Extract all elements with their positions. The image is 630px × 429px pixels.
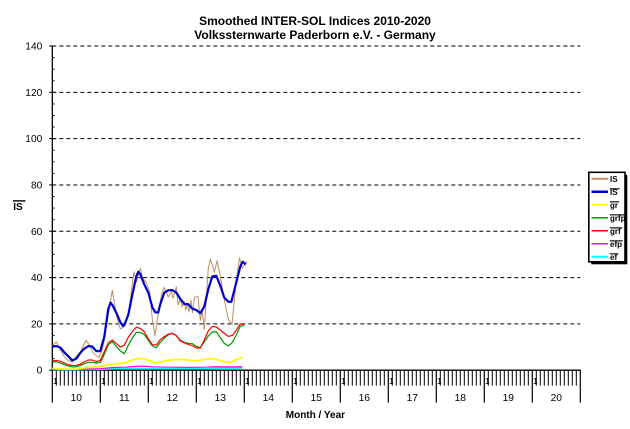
- svg-text:ef: ef: [610, 253, 617, 262]
- svg-text:18: 18: [455, 393, 467, 404]
- svg-text:40: 40: [31, 273, 43, 284]
- svg-text:1: 1: [533, 376, 538, 386]
- svg-text:100: 100: [25, 134, 42, 145]
- svg-text:12: 12: [167, 393, 179, 404]
- svg-text:20: 20: [551, 393, 563, 404]
- svg-text:1: 1: [485, 376, 490, 386]
- svg-text:1: 1: [389, 376, 394, 386]
- svg-text:15: 15: [311, 393, 323, 404]
- svg-text:grf: grf: [610, 227, 621, 236]
- svg-text:19: 19: [503, 393, 515, 404]
- svg-text:IS: IS: [13, 202, 23, 213]
- svg-text:Volkssternwarte Paderborn e.V.: Volkssternwarte Paderborn e.V. - Germany: [194, 28, 436, 42]
- svg-text:120: 120: [25, 88, 42, 99]
- svg-text:10: 10: [71, 393, 83, 404]
- svg-text:gr: gr: [610, 201, 618, 210]
- svg-text:60: 60: [31, 227, 43, 238]
- svg-text:IS: IS: [610, 175, 618, 184]
- svg-text:16: 16: [359, 393, 371, 404]
- svg-text:1: 1: [341, 376, 346, 386]
- svg-text:14: 14: [263, 393, 275, 404]
- svg-text:1: 1: [101, 376, 106, 386]
- svg-text:1: 1: [53, 376, 58, 386]
- svg-text:0: 0: [37, 366, 43, 377]
- svg-text:efp: efp: [610, 240, 622, 249]
- svg-text:1: 1: [149, 376, 154, 386]
- svg-text:140: 140: [25, 42, 42, 53]
- svg-text:IS: IS: [610, 188, 618, 197]
- svg-text:13: 13: [215, 393, 227, 404]
- svg-text:Smoothed INTER-SOL Indices 201: Smoothed INTER-SOL Indices 2010-2020: [199, 14, 431, 28]
- svg-text:1: 1: [437, 376, 442, 386]
- svg-text:1: 1: [245, 376, 250, 386]
- svg-text:grfp: grfp: [610, 214, 626, 223]
- svg-text:1: 1: [197, 376, 202, 386]
- svg-text:20: 20: [31, 319, 43, 330]
- svg-text:1: 1: [293, 376, 298, 386]
- svg-text:80: 80: [31, 180, 43, 191]
- svg-text:Month / Year: Month / Year: [286, 410, 345, 421]
- svg-text:11: 11: [119, 393, 130, 404]
- svg-text:17: 17: [407, 393, 419, 404]
